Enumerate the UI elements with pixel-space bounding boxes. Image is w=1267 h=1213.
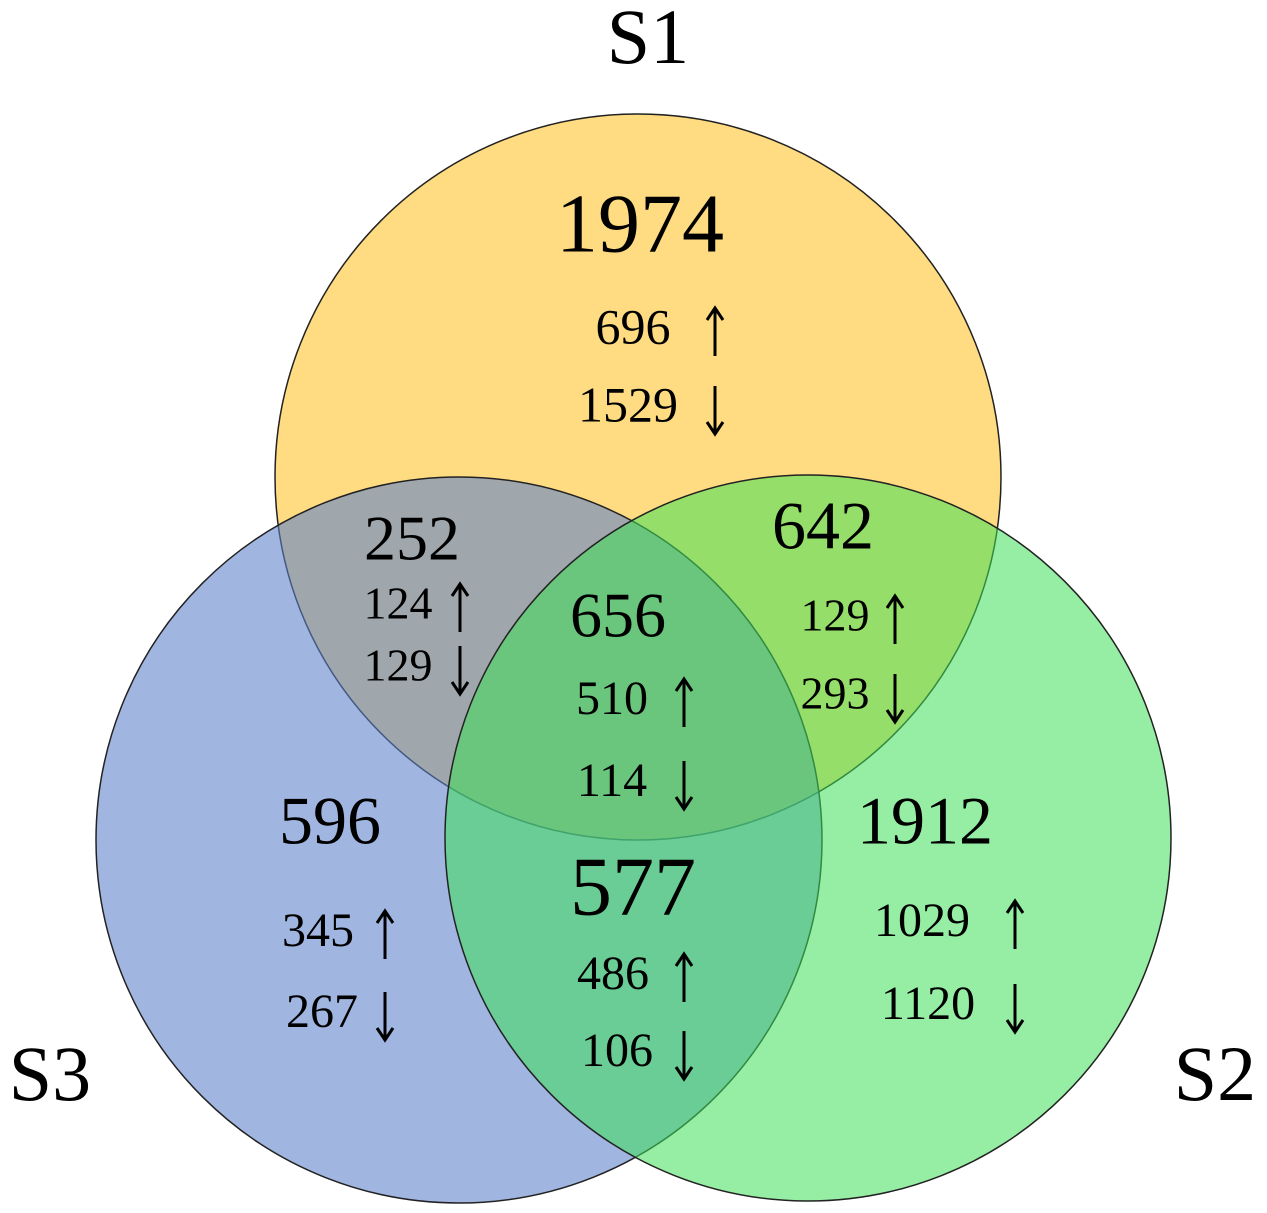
up-arrow — [674, 951, 694, 1002]
region-total: 577 — [570, 840, 696, 933]
up-arrow — [450, 581, 470, 632]
up-count: 345 — [282, 904, 354, 957]
region-total: 1912 — [857, 783, 993, 859]
down-arrow — [705, 386, 725, 437]
set-circle — [444, 474, 1172, 1202]
set-label: S3 — [9, 1030, 91, 1117]
up-count: 510 — [576, 672, 648, 725]
up-count: 486 — [577, 947, 649, 1000]
up-arrow — [674, 676, 694, 727]
set-label: S2 — [1174, 1030, 1256, 1117]
down-arrow — [450, 646, 470, 697]
up-arrow — [1005, 898, 1025, 949]
up-arrow — [375, 908, 395, 959]
down-arrow — [375, 992, 395, 1043]
down-arrow — [885, 674, 905, 725]
up-count: 1029 — [874, 894, 970, 947]
down-count: 1529 — [578, 376, 678, 432]
region-total: 1974 — [556, 177, 724, 270]
down-arrow — [1005, 984, 1025, 1035]
down-count: 114 — [577, 754, 647, 807]
down-arrow — [674, 761, 694, 812]
down-count: 1120 — [881, 977, 975, 1030]
down-count: 129 — [364, 640, 433, 691]
up-arrow — [885, 593, 905, 644]
set-label: S1 — [607, 0, 689, 80]
up-arrow — [705, 305, 725, 356]
down-count: 293 — [801, 668, 870, 719]
region-total: 596 — [279, 783, 381, 859]
up-count: 124 — [364, 578, 433, 629]
region-total: 656 — [570, 580, 666, 651]
down-count: 106 — [581, 1024, 653, 1077]
up-count: 696 — [596, 298, 671, 354]
down-arrow — [674, 1031, 694, 1082]
region-total: 642 — [772, 488, 874, 564]
down-count: 267 — [286, 985, 358, 1038]
up-count: 129 — [801, 590, 870, 641]
region-total: 252 — [364, 503, 460, 574]
